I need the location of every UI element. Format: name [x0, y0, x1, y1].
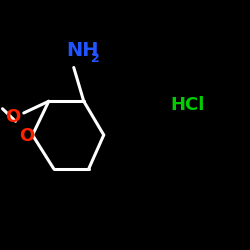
Text: O: O	[18, 127, 34, 145]
Text: HCl: HCl	[170, 96, 205, 114]
Text: 2: 2	[91, 52, 100, 66]
Text: O: O	[5, 108, 20, 126]
Text: NH: NH	[66, 41, 99, 60]
